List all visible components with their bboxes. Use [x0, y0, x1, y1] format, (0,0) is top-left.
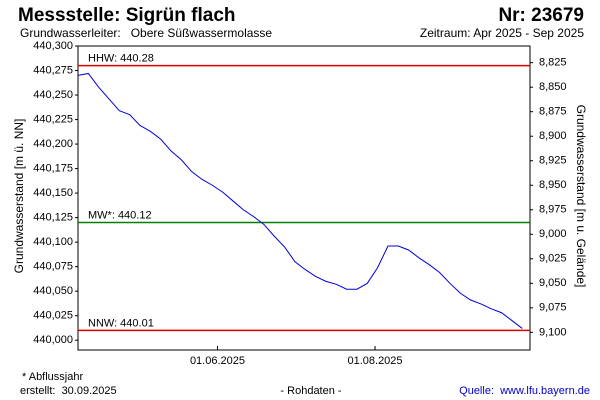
y2-tick-label: 8,975	[539, 204, 567, 216]
raw-data-note: - Rohdaten -	[280, 385, 341, 397]
reference-label: HHW: 440.28	[88, 53, 154, 65]
data-line	[77, 72, 523, 329]
y2-tick-label: 9,050	[539, 277, 567, 289]
period: Zeitraum: Apr 2025 - Sep 2025	[420, 26, 584, 40]
y-tick-label: 440,000	[33, 334, 73, 346]
y2-axis-label: Grundwasserstand [m u. Gelände]	[574, 105, 588, 288]
y-tick-label: 440,100	[33, 236, 73, 248]
y-tick-label: 440,150	[33, 187, 73, 199]
y-tick-label: 440,050	[33, 285, 73, 297]
y2-tick-label: 8,925	[539, 155, 567, 167]
y-tick-label: 440,075	[33, 261, 73, 273]
y-tick-label: 440,250	[33, 89, 73, 101]
reference-label: NNW: 440.01	[88, 317, 154, 329]
y2-tick-label: 8,875	[539, 106, 567, 118]
footnote: * Abflussjahr	[22, 371, 83, 383]
y-tick-label: 440,125	[33, 212, 73, 224]
station-number: Nr: 23679	[498, 5, 584, 26]
y2-tick-label: 8,825	[539, 57, 567, 69]
y2-tick-label: 8,900	[539, 130, 567, 142]
source: Quelle: www.lfu.bayern.de	[459, 385, 590, 397]
reference-label: MW*: 440.12	[88, 209, 152, 221]
x-tick-label: 01.08.2025	[347, 355, 402, 367]
y2-tick-label: 8,950	[539, 179, 567, 191]
created-date: erstellt: 30.09.2025	[20, 385, 117, 397]
y-tick-label: 440,175	[33, 162, 73, 174]
y-tick-label: 440,025	[33, 310, 73, 322]
chart-title: Messstelle: Sigrün flach	[18, 5, 236, 26]
plot-frame	[77, 45, 531, 351]
y-tick-label: 440,200	[33, 138, 73, 150]
y2-tick-label: 9,100	[539, 326, 567, 338]
y-axis-label: Grundwasserstand [m ü. NN]	[12, 119, 26, 274]
subtitle: Grundwasserleiter: Obere Süßwassermolass…	[20, 26, 272, 40]
y2-tick-label: 9,075	[539, 302, 567, 314]
x-tick-label: 01.06.2025	[190, 355, 245, 367]
y2-tick-label: 9,025	[539, 253, 567, 265]
y-tick-label: 440,300	[33, 40, 73, 52]
y2-tick-label: 9,000	[539, 228, 567, 240]
y-tick-label: 440,225	[33, 113, 73, 125]
y-tick-label: 440,275	[33, 64, 73, 76]
y2-tick-label: 8,850	[539, 81, 567, 93]
